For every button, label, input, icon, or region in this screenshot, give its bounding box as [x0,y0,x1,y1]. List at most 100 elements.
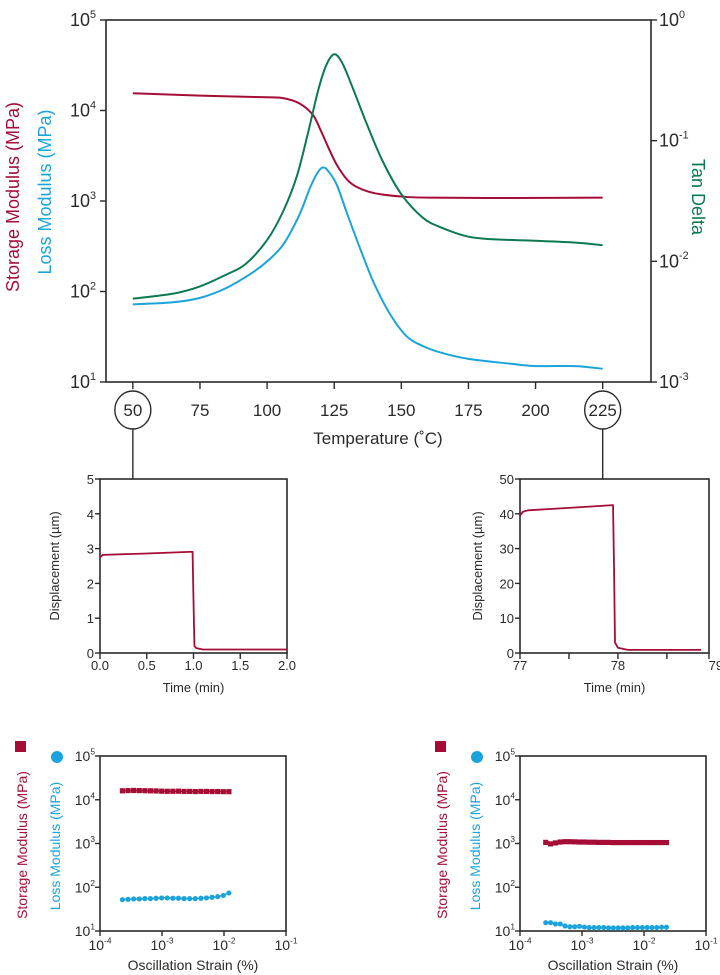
x-tick-label: 10-4 [508,936,531,953]
y-tick-label: 0 [507,646,514,661]
legend-circle-loss-icon [51,751,63,763]
legend-square-storage-icon [435,741,446,752]
legend-circle-loss-icon [471,751,483,763]
tick-exponent: 4 [90,790,95,800]
x-tick-label: 50 [123,401,142,420]
loss-marker [543,920,549,926]
loss-marker [136,896,142,902]
creep-chart-225C: 77 78 79 0 10 20 30 40 50 Time (min) Displacement … [470,472,720,695]
storage-marker [610,839,616,846]
y-left-tick-label: 101 [70,371,96,392]
storage-marker [581,839,587,845]
tick-exponent: 5 [90,747,95,757]
tick-base: 10 [70,191,90,211]
loss-marker [125,896,131,902]
loss-marker [581,924,587,930]
tick-base: 10 [75,923,91,939]
loss-marker [187,896,193,902]
plot-frame [99,755,287,932]
loss-marker [153,895,159,901]
storage-marker [634,839,641,846]
loss-marker [192,896,198,902]
y-right-tick-label: 10-2 [659,250,689,271]
tick-exponent: -2 [679,250,689,262]
tick-base: 10 [75,836,91,852]
x-tick-label: 10-3 [150,936,173,953]
loss-marker [203,895,210,901]
storage-marker [658,839,665,846]
x-axis-title: Oscillation Strain (%) [548,957,679,973]
storage-marker [119,788,126,794]
storage-marker [181,788,187,795]
tick-base: 10 [75,792,91,808]
tick-exponent: 3 [90,834,95,844]
y-tick-label: 40 [500,507,514,522]
tick-exponent: -3 [586,936,594,946]
y-axis-title-loss: Loss Modulus (MPa) [467,782,483,910]
tick-base: 10 [88,937,104,953]
x-tick-label: 100 [253,401,281,420]
x-tick-label: 200 [521,401,549,420]
loss-marker [198,895,204,901]
loss-marker [625,925,631,931]
loss-marker [164,895,170,901]
tick-exponent: -3 [166,936,174,946]
tick-base: 10 [150,937,166,953]
x-axis-title: Time (min) [584,680,646,695]
loss-marker [610,925,616,931]
loss-marker [654,924,660,931]
x-tick-label: 225 [588,401,616,420]
storage-marker [136,787,142,794]
x-tick-label: 1.5 [231,658,249,673]
x-tick-label: 10-2 [212,936,235,953]
loss-marker [170,895,176,901]
x-tick-label: 0.0 [91,658,109,673]
loss-marker [175,895,182,901]
tick-exponent: 4 [90,99,96,111]
y-left-tick-label: 102 [70,280,96,301]
storage-marker [203,788,210,795]
y-tick-label: 1 [87,611,94,626]
storage-marker [663,839,670,846]
tick-base: 10 [508,937,524,953]
storage-marker [215,788,221,795]
tick-exponent: 2 [90,280,96,292]
x-tick-label: 77 [513,658,527,673]
storage-marker [596,839,602,845]
loss-marker [620,925,626,931]
y-tick-label: 101 [75,922,96,939]
storage-marker [209,788,215,795]
storage-marker [644,839,650,846]
storage-marker [170,788,176,794]
loss-marker [142,896,148,902]
storage-marker [159,788,165,794]
loss-marker [658,924,665,930]
storage-marker [567,839,573,845]
storage-marker [187,788,193,795]
tick-exponent: -1 [710,936,718,946]
y-tick-label: 50 [500,472,514,487]
tick-base: 10 [75,879,91,895]
storage-marker [147,788,154,794]
tick-base: 10 [495,836,511,852]
storage-marker [543,839,549,845]
loss-marker [567,924,573,930]
loss-marker [591,924,597,931]
y-right-tick-label: 10-1 [659,130,689,151]
x-tick-label: 78 [611,658,625,673]
tick-exponent: -1 [290,936,298,946]
series-line-loss-modulus [132,166,603,370]
loss-marker [649,924,655,931]
tick-base: 10 [70,10,90,30]
loss-marker [562,923,568,929]
x-axis-title: Temperature (˚C) [313,429,442,448]
storage-marker [226,789,232,795]
y-tick-label: 3 [87,542,94,557]
y-right-tick-label: 10-3 [659,371,689,392]
tick-exponent: 5 [90,9,96,21]
storage-marker [175,788,182,794]
tick-base: 10 [70,372,90,392]
storage-marker [153,788,159,794]
loss-marker [586,924,592,931]
x-axis-title: Time (min) [163,680,225,695]
